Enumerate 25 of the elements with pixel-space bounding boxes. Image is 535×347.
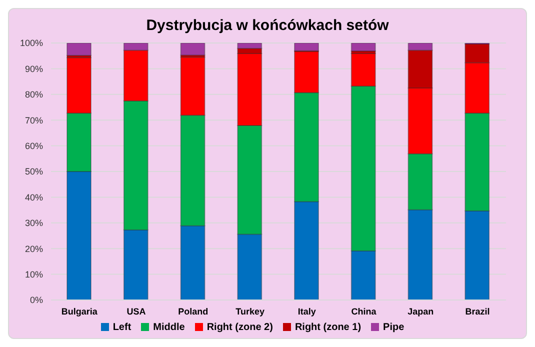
x-tick-label: China — [351, 306, 378, 316]
y-tick-label: 70% — [24, 115, 43, 126]
legend-label: Middle — [153, 322, 185, 333]
x-tick-label: Brazil — [465, 306, 490, 316]
x-tick-label: Turkey — [236, 306, 264, 316]
y-tick-label: 20% — [24, 244, 43, 254]
legend-label: Pipe — [383, 322, 404, 333]
x-tick-label: Poland — [178, 306, 208, 316]
y-tick-label: 50% — [24, 166, 43, 177]
y-tick-label: 90% — [24, 64, 43, 74]
x-tick-label: Bulgaria — [61, 306, 98, 316]
chart-title: Dystrybucja w końcówkach setów — [145, 16, 390, 36]
legend-label: Right (zone 2) — [206, 322, 273, 333]
y-tick-label: 100% — [20, 38, 43, 48]
x-tick-label: Japan — [408, 306, 434, 316]
x-tick-label: Italy — [298, 306, 316, 316]
legend-label: Right (zone 1) — [294, 322, 362, 333]
y-tick-label: 40% — [24, 192, 43, 202]
legend-label: Left — [112, 322, 132, 333]
y-tick-label: 80% — [24, 90, 43, 100]
y-tick-label: 0% — [30, 295, 43, 306]
x-tick-label: USA — [126, 306, 146, 316]
y-tick-label: 60% — [24, 140, 43, 151]
y-tick-label: 10% — [24, 269, 43, 280]
y-tick-label: 30% — [24, 218, 43, 228]
